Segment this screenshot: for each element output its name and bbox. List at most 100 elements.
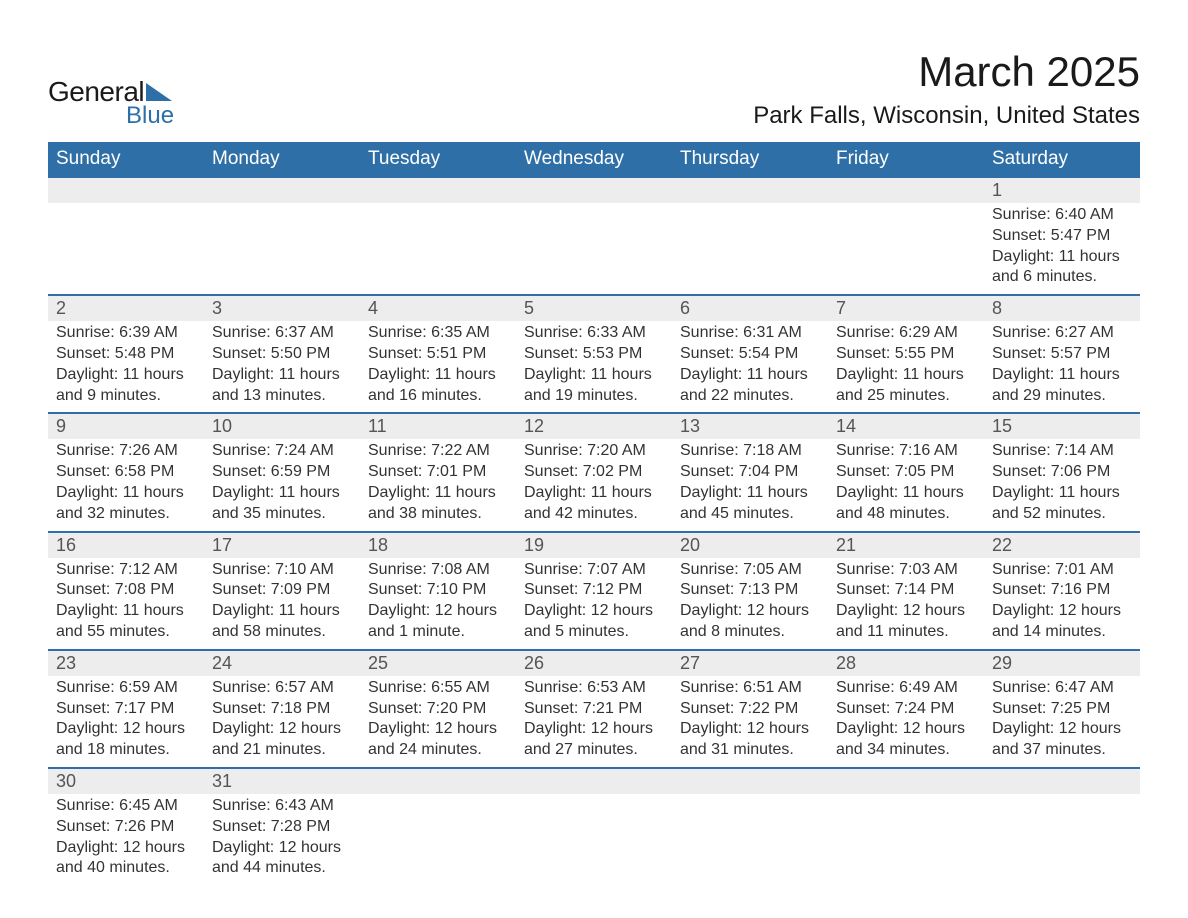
day-data-cell: Sunrise: 7:05 AMSunset: 7:13 PMDaylight:… (672, 558, 828, 650)
day-data-cell (360, 794, 516, 885)
week-daynum-row: 23242526272829 (48, 650, 1140, 676)
day-data-cell (672, 203, 828, 295)
daylight-text: and 55 minutes. (56, 622, 196, 643)
sunrise-text: Sunrise: 7:07 AM (524, 560, 664, 581)
daylight-text: Daylight: 12 hours (992, 601, 1132, 622)
day-data-cell: Sunrise: 7:18 AMSunset: 7:04 PMDaylight:… (672, 439, 828, 531)
day-data-cell: Sunrise: 6:59 AMSunset: 7:17 PMDaylight:… (48, 676, 204, 768)
day-number-cell: 12 (516, 413, 672, 439)
week-data-row: Sunrise: 6:59 AMSunset: 7:17 PMDaylight:… (48, 676, 1140, 768)
sunset-text: Sunset: 5:55 PM (836, 344, 976, 365)
week-data-row: Sunrise: 6:40 AMSunset: 5:47 PMDaylight:… (48, 203, 1140, 295)
daylight-text: and 6 minutes. (992, 267, 1132, 288)
day-number-cell: 29 (984, 650, 1140, 676)
daylight-text: and 14 minutes. (992, 622, 1132, 643)
daylight-text: Daylight: 11 hours (992, 247, 1132, 268)
day-data-cell (828, 203, 984, 295)
sunrise-text: Sunrise: 6:37 AM (212, 323, 352, 344)
day-data-cell: Sunrise: 7:16 AMSunset: 7:05 PMDaylight:… (828, 439, 984, 531)
day-header: Saturday (984, 142, 1140, 177)
sunrise-text: Sunrise: 7:05 AM (680, 560, 820, 581)
daylight-text: Daylight: 12 hours (992, 719, 1132, 740)
daylight-text: and 9 minutes. (56, 386, 196, 407)
day-number-cell: 14 (828, 413, 984, 439)
sunrise-text: Sunrise: 7:12 AM (56, 560, 196, 581)
sunset-text: Sunset: 6:58 PM (56, 462, 196, 483)
daylight-text: and 27 minutes. (524, 740, 664, 761)
daylight-text: and 40 minutes. (56, 858, 196, 879)
sunrise-text: Sunrise: 6:31 AM (680, 323, 820, 344)
day-header: Friday (828, 142, 984, 177)
daylight-text: and 25 minutes. (836, 386, 976, 407)
day-number-cell (984, 768, 1140, 794)
daylight-text: Daylight: 11 hours (368, 483, 508, 504)
daylight-text: Daylight: 11 hours (524, 365, 664, 386)
daylight-text: Daylight: 11 hours (680, 365, 820, 386)
sunrise-text: Sunrise: 7:03 AM (836, 560, 976, 581)
day-data-cell: Sunrise: 7:14 AMSunset: 7:06 PMDaylight:… (984, 439, 1140, 531)
day-data-cell (516, 203, 672, 295)
day-number-cell: 15 (984, 413, 1140, 439)
daylight-text: and 37 minutes. (992, 740, 1132, 761)
daylight-text: Daylight: 12 hours (212, 838, 352, 859)
day-number-cell: 16 (48, 532, 204, 558)
daylight-text: Daylight: 11 hours (212, 601, 352, 622)
day-number-cell: 25 (360, 650, 516, 676)
sunrise-text: Sunrise: 6:45 AM (56, 796, 196, 817)
sunset-text: Sunset: 7:24 PM (836, 699, 976, 720)
daylight-text: and 19 minutes. (524, 386, 664, 407)
sunset-text: Sunset: 7:05 PM (836, 462, 976, 483)
sunrise-text: Sunrise: 6:47 AM (992, 678, 1132, 699)
sunset-text: Sunset: 5:48 PM (56, 344, 196, 365)
day-number-cell: 22 (984, 532, 1140, 558)
sunrise-text: Sunrise: 7:08 AM (368, 560, 508, 581)
day-data-cell (204, 203, 360, 295)
day-data-cell: Sunrise: 7:03 AMSunset: 7:14 PMDaylight:… (828, 558, 984, 650)
week-daynum-row: 3031 (48, 768, 1140, 794)
sunset-text: Sunset: 7:26 PM (56, 817, 196, 838)
sunset-text: Sunset: 5:51 PM (368, 344, 508, 365)
location-subtitle: Park Falls, Wisconsin, United States (753, 102, 1140, 130)
day-header-row: Sunday Monday Tuesday Wednesday Thursday… (48, 142, 1140, 177)
logo-text-blue: Blue (126, 102, 174, 130)
daylight-text: and 8 minutes. (680, 622, 820, 643)
day-number-cell: 1 (984, 177, 1140, 203)
sunset-text: Sunset: 5:57 PM (992, 344, 1132, 365)
daylight-text: Daylight: 11 hours (56, 483, 196, 504)
daylight-text: and 52 minutes. (992, 504, 1132, 525)
daylight-text: Daylight: 12 hours (56, 719, 196, 740)
day-number-cell: 26 (516, 650, 672, 676)
daylight-text: Daylight: 12 hours (680, 719, 820, 740)
daylight-text: and 32 minutes. (56, 504, 196, 525)
daylight-text: and 34 minutes. (836, 740, 976, 761)
sunset-text: Sunset: 7:16 PM (992, 580, 1132, 601)
day-data-cell: Sunrise: 6:57 AMSunset: 7:18 PMDaylight:… (204, 676, 360, 768)
daylight-text: Daylight: 12 hours (368, 719, 508, 740)
daylight-text: and 21 minutes. (212, 740, 352, 761)
daylight-text: and 31 minutes. (680, 740, 820, 761)
daylight-text: Daylight: 12 hours (368, 601, 508, 622)
day-data-cell: Sunrise: 7:07 AMSunset: 7:12 PMDaylight:… (516, 558, 672, 650)
week-data-row: Sunrise: 7:12 AMSunset: 7:08 PMDaylight:… (48, 558, 1140, 650)
day-number-cell: 27 (672, 650, 828, 676)
daylight-text: Daylight: 11 hours (992, 365, 1132, 386)
daylight-text: Daylight: 12 hours (836, 601, 976, 622)
daylight-text: and 44 minutes. (212, 858, 352, 879)
sunrise-text: Sunrise: 7:22 AM (368, 441, 508, 462)
sunrise-text: Sunrise: 6:55 AM (368, 678, 508, 699)
day-data-cell: Sunrise: 6:37 AMSunset: 5:50 PMDaylight:… (204, 321, 360, 413)
day-number-cell (672, 768, 828, 794)
day-number-cell: 30 (48, 768, 204, 794)
daylight-text: Daylight: 11 hours (56, 601, 196, 622)
daylight-text: Daylight: 11 hours (680, 483, 820, 504)
sunrise-text: Sunrise: 6:51 AM (680, 678, 820, 699)
sunrise-text: Sunrise: 7:18 AM (680, 441, 820, 462)
day-number-cell (828, 177, 984, 203)
sunset-text: Sunset: 7:21 PM (524, 699, 664, 720)
daylight-text: Daylight: 12 hours (524, 601, 664, 622)
day-number-cell: 7 (828, 295, 984, 321)
day-number-cell (360, 177, 516, 203)
day-number-cell: 18 (360, 532, 516, 558)
daylight-text: and 5 minutes. (524, 622, 664, 643)
sunset-text: Sunset: 7:20 PM (368, 699, 508, 720)
